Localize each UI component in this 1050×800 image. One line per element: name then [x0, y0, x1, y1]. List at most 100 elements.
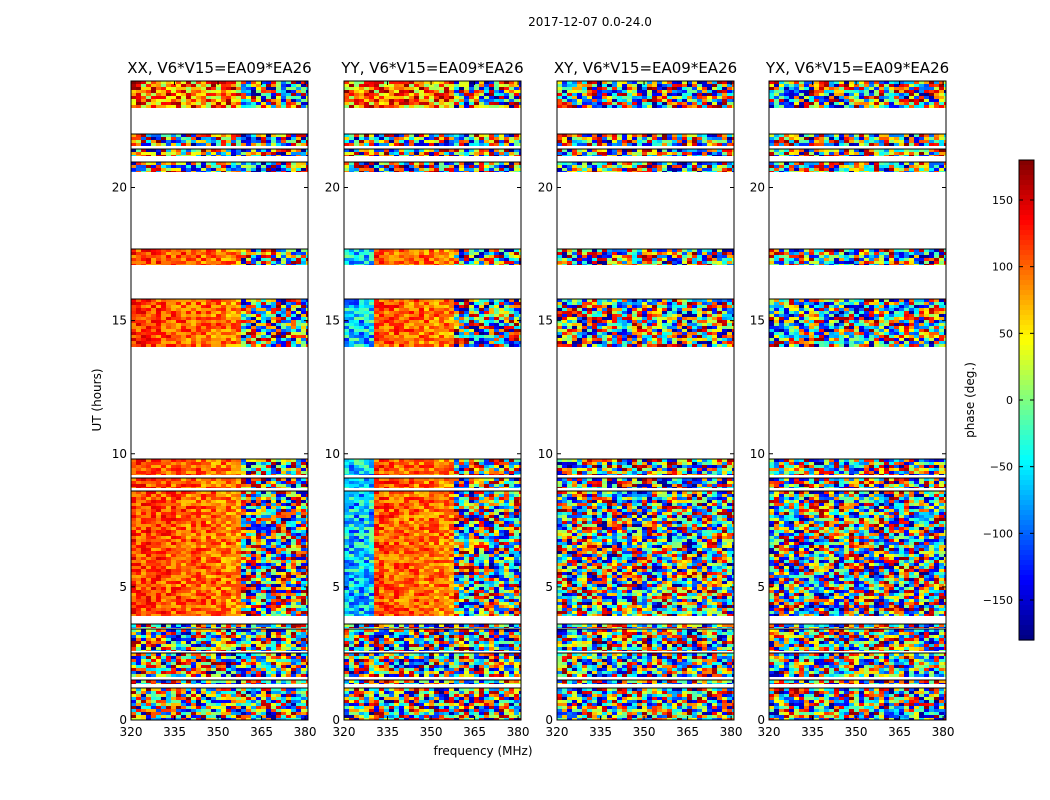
colorbar-segment — [1019, 425, 1034, 431]
y-tick-label: 0 — [757, 713, 765, 727]
colorbar-segment — [1019, 445, 1034, 451]
colorbar-segment — [1019, 595, 1034, 601]
colorbar-segment — [1019, 265, 1034, 271]
y-tick-label: 5 — [545, 580, 553, 594]
colorbar-segment — [1019, 540, 1034, 546]
colorbar-segment — [1019, 330, 1034, 336]
colorbar-segment — [1019, 345, 1034, 351]
colorbar-segment — [1019, 635, 1034, 641]
panel-2: YY, V6*V15=EA09*EA26 320 335 350 365 380 0 5 10 1… — [325, 59, 530, 739]
colorbar-segment — [1019, 420, 1034, 426]
colorbar-segment — [1019, 370, 1034, 376]
colorbar-segment — [1019, 615, 1034, 621]
colorbar-segment — [1019, 430, 1034, 436]
colorbar-segment — [1019, 585, 1034, 591]
panel-title: YX, V6*V15=EA09*EA26 — [765, 59, 949, 77]
colorbar-segment — [1019, 305, 1034, 311]
colorbar-segment — [1019, 465, 1034, 471]
colorbar-segment — [1019, 375, 1034, 381]
colorbar-segment — [1019, 560, 1034, 566]
panel-heatmap — [344, 80, 521, 720]
colorbar-segment — [1019, 610, 1034, 616]
panel-frame — [130, 80, 309, 721]
colorbar-segment — [1019, 630, 1034, 636]
y-tick-label: 15 — [112, 314, 127, 328]
y-tick-label: 20 — [112, 181, 127, 195]
y-tick-label: 20 — [750, 181, 765, 195]
colorbar-segment — [1019, 515, 1034, 521]
colorbar-segment — [1019, 295, 1034, 301]
x-tick-label: 335 — [589, 725, 612, 739]
colorbar-segment — [1019, 165, 1034, 171]
colorbar-segment — [1019, 180, 1034, 186]
x-tick-label: 365 — [250, 725, 273, 739]
y-tick-label: 0 — [545, 713, 553, 727]
colorbar-segment — [1019, 270, 1034, 276]
y-tick-label: 15 — [325, 314, 340, 328]
colorbar-segment — [1019, 390, 1034, 396]
colorbar-tick-label: 50 — [999, 327, 1013, 340]
x-tick-label: 335 — [163, 725, 186, 739]
colorbar-segment — [1019, 260, 1034, 266]
colorbar-segment — [1019, 460, 1034, 466]
x-tick-label: 350 — [633, 725, 656, 739]
x-tick-label: 365 — [888, 725, 911, 739]
colorbar-segment — [1019, 300, 1034, 306]
colorbar-tick-label: 150 — [992, 194, 1013, 207]
colorbar-segment — [1019, 475, 1034, 481]
colorbar-segment — [1019, 235, 1034, 241]
colorbar-segment — [1019, 400, 1034, 406]
colorbar-segment — [1019, 395, 1034, 401]
colorbar-segment — [1019, 550, 1034, 556]
colorbar-segment — [1019, 495, 1034, 501]
panel-frame — [556, 80, 735, 721]
colorbar-segment — [1019, 480, 1034, 486]
colorbar-segment — [1019, 410, 1034, 416]
y-tick-label: 20 — [538, 181, 553, 195]
y-tick-label: 15 — [750, 314, 765, 328]
colorbar-segment — [1019, 440, 1034, 446]
y-tick-label: 0 — [332, 713, 340, 727]
x-tick-label: 365 — [676, 725, 699, 739]
y-tick-label: 10 — [112, 447, 127, 461]
colorbar-tick-label: 0 — [1006, 394, 1013, 407]
colorbar-segment — [1019, 565, 1034, 571]
colorbar-segment — [1019, 520, 1034, 526]
colorbar: 150 100 50 0 −50 −100 −150 phase (deg.) — [963, 159, 1035, 641]
figure-suptitle: 2017-12-07 0.0-24.0 — [528, 15, 652, 29]
colorbar-segment — [1019, 600, 1034, 606]
y-axis-label: UT (hours) — [90, 368, 104, 431]
colorbar-segment — [1019, 530, 1034, 536]
panel-heatmap — [557, 80, 734, 720]
colorbar-segment — [1019, 190, 1034, 196]
colorbar-tick-label: −150 — [983, 594, 1013, 607]
colorbar-segment — [1019, 575, 1034, 581]
colorbar-segment — [1019, 470, 1034, 476]
x-tick-label: 335 — [376, 725, 399, 739]
colorbar-segment — [1019, 545, 1034, 551]
x-tick-label: 320 — [546, 725, 569, 739]
colorbar-segment — [1019, 175, 1034, 181]
panel-frame — [768, 80, 947, 721]
y-tick-label: 5 — [119, 580, 127, 594]
colorbar-segment — [1019, 605, 1034, 611]
colorbar-segment — [1019, 290, 1034, 296]
colorbar-segment — [1019, 405, 1034, 411]
colorbar-segment — [1019, 335, 1034, 341]
colorbar-segment — [1019, 535, 1034, 541]
panel-title: XX, V6*V15=EA09*EA26 — [127, 59, 311, 77]
colorbar-segment — [1019, 590, 1034, 596]
colorbar-segment — [1019, 250, 1034, 256]
panel-4: YX, V6*V15=EA09*EA26 320 335 350 365 380 0 5 10 1… — [750, 59, 955, 739]
colorbar-segment — [1019, 500, 1034, 506]
panel-3: XY, V6*V15=EA09*EA26 320 335 350 365 380 0 5 10 1… — [538, 59, 743, 739]
colorbar-segment — [1019, 220, 1034, 226]
colorbar-segment — [1019, 555, 1034, 561]
x-tick-label: 335 — [801, 725, 824, 739]
x-tick-label: 350 — [207, 725, 230, 739]
colorbar-segment — [1019, 185, 1034, 191]
colorbar-segment — [1019, 415, 1034, 421]
colorbar-segment — [1019, 620, 1034, 626]
colorbar-segment — [1019, 240, 1034, 246]
